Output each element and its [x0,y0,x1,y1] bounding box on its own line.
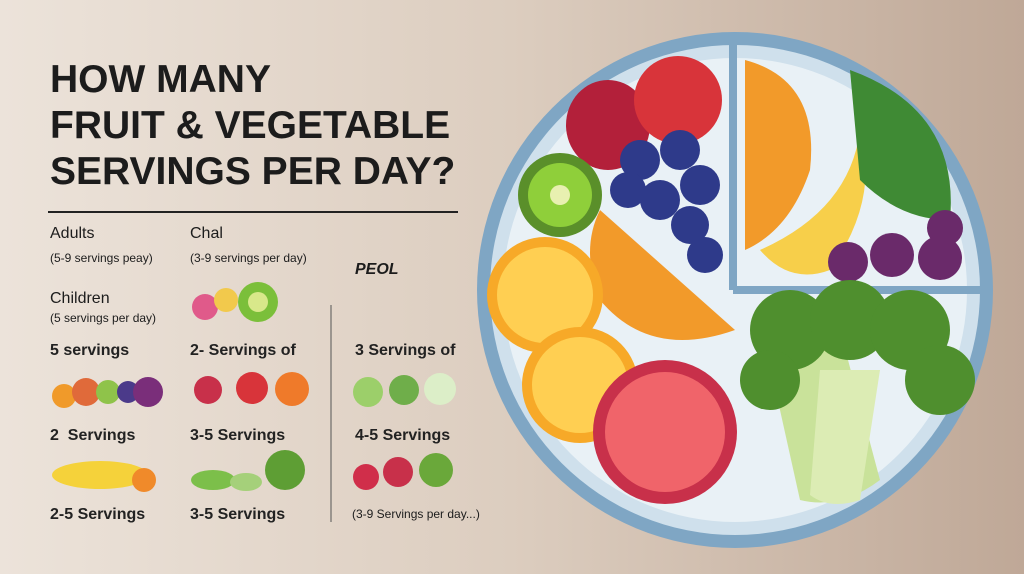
serving-label: 3 Servings of [355,342,456,359]
title-line: SERVINGS PER DAY? [50,150,455,193]
title-line: FRUIT & VEGETABLE [50,104,450,147]
serving-label: (3-9 Servings per day...) [352,507,480,521]
group-name: Adults [50,225,94,242]
serving-label: 5 servings [50,342,129,359]
serving-label: 4-5 Servings [355,427,450,444]
serving-label: 2 Servings [50,427,135,444]
serving-label: 2-5 Servings [50,506,145,523]
serving-label: 2- Servings of [190,342,296,359]
group-note: (3-9 servings per day) [190,251,307,265]
serving-label: 3-5 Servings [190,506,285,523]
serving-label: 3-5 Servings [190,427,285,444]
plate-illustration [477,32,993,548]
group-note: (5 servings per day) [50,311,156,325]
title-line: HOW MANY [50,58,271,101]
group-name: PEOL [355,261,399,278]
fruit-icons [52,282,456,492]
group-name: Children [50,290,110,307]
group-name: Chal [190,225,223,242]
group-note: (5-9 servings peay) [50,251,153,265]
